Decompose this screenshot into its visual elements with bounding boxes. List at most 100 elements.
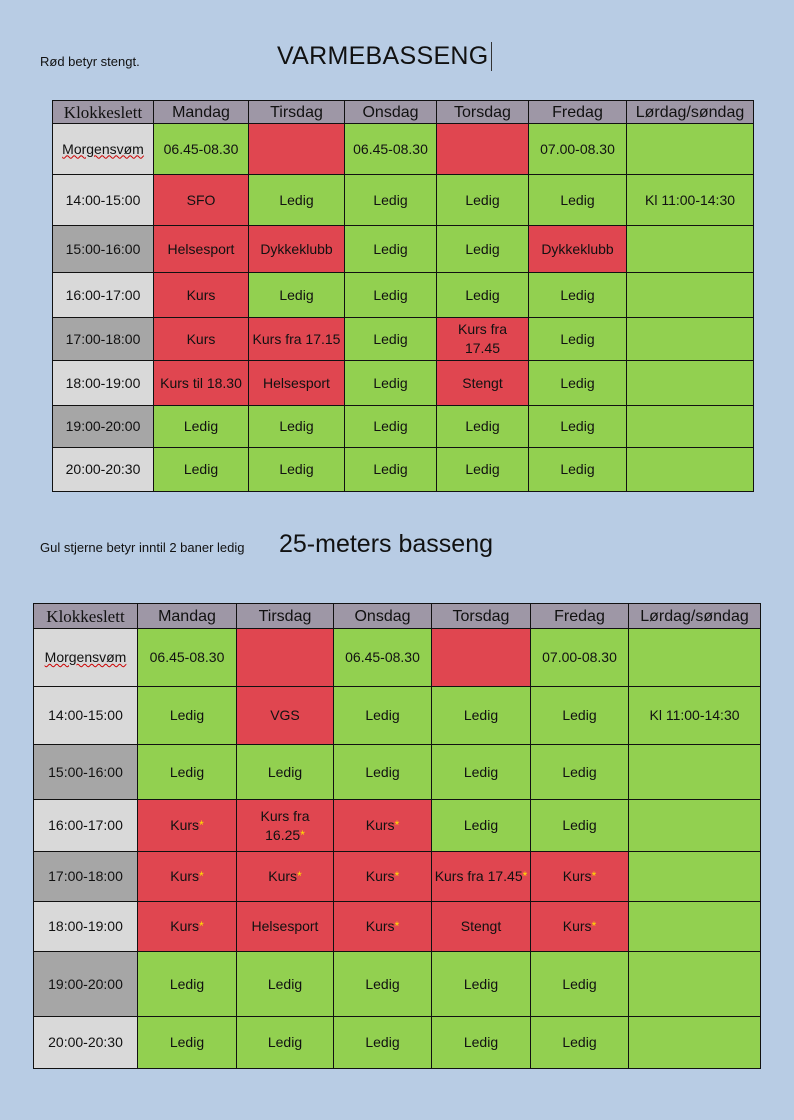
cell-text: Ledig [267, 1034, 303, 1050]
schedule-cell [628, 901, 761, 952]
title-25m-basseng: 25-meters basseng [279, 530, 494, 558]
cell-text: Kurs [170, 817, 200, 833]
schedule-cell: Kurs* [137, 901, 237, 952]
table-row: 18:00-19:00 Kurs til 18.30 Helsesport Ledig… [52, 360, 754, 406]
schedule-cell [628, 628, 761, 687]
time-slot-cell: 18:00-19:00 [33, 901, 138, 952]
schedule-cell: 06.45-08.30 [344, 123, 437, 175]
cell-text: Ledig [169, 1034, 205, 1050]
schedule-cell: Ledig [530, 799, 629, 852]
schedule-cell: Ledig [344, 405, 437, 448]
column-header: Onsdag [344, 100, 437, 124]
schedule-cell: Ledig [530, 744, 629, 800]
schedule-cell [248, 123, 345, 175]
cell-text: Ledig [560, 191, 595, 208]
schedule-cell: 07.00-08.30 [530, 628, 629, 687]
cell-text: Dykkeklubb [541, 240, 614, 257]
schedule-cell [628, 799, 761, 852]
time-slot-cell: 17:00-18:00 [33, 851, 138, 902]
cell-text: Kurs [170, 918, 200, 934]
cell-text: Kurs [186, 286, 216, 303]
cell-text: Ledig [365, 975, 400, 992]
schedule-cell: Kurs* [333, 901, 432, 952]
schedule-cell [628, 744, 761, 800]
cell-text: Ledig [463, 975, 499, 992]
star-icon: * [300, 827, 305, 842]
schedule-cell: Ledig [436, 405, 529, 448]
schedule-cell: Helsesport [153, 225, 249, 273]
cell-text: 06.45-08.30 [353, 140, 428, 157]
schedule-cell [626, 317, 754, 361]
time-slot-cell: Morgensvøm [33, 628, 138, 687]
schedule-cell: Ledig [344, 360, 437, 406]
cell-text: Ledig [560, 330, 595, 347]
schedule-cell: Ledig [153, 447, 249, 492]
cell-text: Kurs til 18.30 [160, 374, 242, 391]
table-row: 15:00-16:00 Ledig Ledig Ledig Ledig Ledig [33, 744, 761, 800]
schedule-cell [436, 123, 529, 175]
schedule-cell [626, 360, 754, 406]
cell-text: Ledig [373, 191, 408, 208]
schedule-cell [628, 951, 761, 1017]
star-icon: * [297, 869, 302, 883]
cell-text: Ledig [562, 763, 597, 780]
schedule-cell: Kurs* [236, 851, 334, 902]
column-header: Torsdag [431, 603, 531, 629]
time-slot-label: 20:00-20:30 [65, 461, 141, 477]
schedule-cell: VGS [236, 686, 334, 745]
schedule-cell [236, 628, 334, 687]
cell-text: Ledig [169, 763, 205, 780]
time-slot-label: 18:00-19:00 [65, 374, 141, 391]
schedule-cell [431, 628, 531, 687]
time-slot-cell: 15:00-16:00 [33, 744, 138, 800]
schedule-cell [626, 405, 754, 448]
schedule-cell: Stengt [436, 360, 529, 406]
cell-text: Ledig [365, 1034, 400, 1050]
schedule-cell [626, 272, 754, 318]
schedule-cell: Ledig [236, 951, 334, 1017]
time-slot-cell: 17:00-18:00 [52, 317, 154, 361]
cell-text: Kurs fra 17.45 [434, 868, 523, 884]
time-slot-label: 14:00-15:00 [48, 707, 123, 723]
cell-text: Ledig [183, 418, 219, 434]
schedule-cell: Ledig [236, 1016, 334, 1069]
table-row: 16:00-17:00 Kurs* Kurs fra 16.25* Kurs* Ledi… [33, 799, 761, 852]
column-header: Tirsdag [236, 603, 334, 629]
schedule-cell: Ledig [431, 1016, 531, 1069]
schedule-cell: Ledig [431, 686, 531, 745]
schedule-cell: Ledig [333, 1016, 432, 1069]
cell-text: Kurs [186, 330, 216, 347]
schedule-cell: Kurs* [137, 799, 237, 852]
time-slot-cell: 16:00-17:00 [52, 272, 154, 318]
cell-text: Kurs [365, 817, 395, 833]
table-row: 20:00-20:30 Ledig Ledig Ledig Ledig Ledig [52, 447, 754, 492]
schedule-cell: 07.00-08.30 [528, 123, 627, 175]
time-slot-cell: 20:00-20:30 [33, 1016, 138, 1069]
time-slot-cell: 15:00-16:00 [52, 225, 154, 273]
schedule-cell: Kurs fra 16.25* [236, 799, 334, 852]
table-row: 17:00-18:00 Kurs* Kurs* Kurs* Kurs fra 17.45… [33, 851, 761, 902]
cell-text: Ledig [562, 975, 597, 992]
schedule-cell: Ledig [530, 686, 629, 745]
cell-text: Kurs fra 16.25 [260, 807, 310, 843]
cell-text: Kurs [562, 868, 592, 884]
cell-text: 07.00-08.30 [542, 649, 617, 665]
time-slot-cell: 14:00-15:00 [33, 686, 138, 745]
cell-text: Ledig [169, 707, 205, 723]
cell-text: SFO [186, 191, 216, 208]
table-row: 19:00-20:00 Ledig Ledig Ledig Ledig Ledig [52, 405, 754, 448]
cell-text: Kurs [365, 918, 395, 934]
cell-text: Ledig [562, 1034, 597, 1050]
cell-text: Helsesport [251, 918, 319, 934]
schedule-cell: Ledig [528, 360, 627, 406]
column-header: Lørdag/søndag [626, 100, 754, 124]
schedule-cell: Ledig [344, 225, 437, 273]
table-row: 19:00-20:00 Ledig Ledig Ledig Ledig Ledig [33, 951, 761, 1017]
cell-text: Ledig [465, 461, 500, 477]
cell-text: Ledig [560, 286, 595, 303]
schedule-cell: Kurs* [137, 851, 237, 902]
cell-text: Ledig [373, 330, 408, 347]
cell-text: Ledig [560, 418, 595, 434]
table-row: 18:00-19:00 Kurs* Helsesport Kurs* Stengt Kur… [33, 901, 761, 952]
schedule-cell [626, 447, 754, 492]
